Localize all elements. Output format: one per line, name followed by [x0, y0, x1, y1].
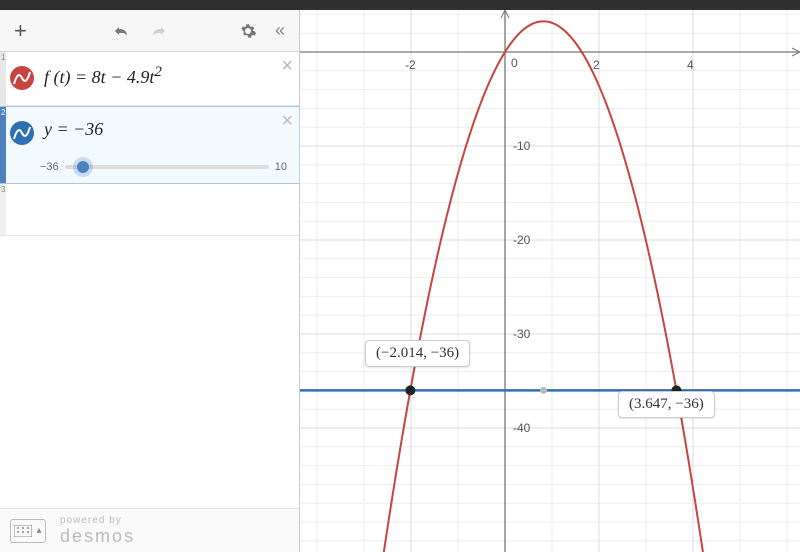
- y-tick-label: -30: [513, 327, 530, 341]
- redo-button[interactable]: [143, 19, 175, 43]
- settings-button[interactable]: [233, 18, 263, 44]
- expression-text[interactable]: f (t) = 8t − 4.9t2: [44, 64, 269, 88]
- y-tick-label: -10: [513, 139, 530, 153]
- expression-row-2[interactable]: 2 y = −36 × −36 10: [0, 106, 299, 184]
- expression-row-1[interactable]: 1 f (t) = 8t − 4.9t2 ×: [0, 52, 299, 106]
- toolbar: + «: [0, 10, 299, 52]
- brand-subtitle: powered by: [60, 515, 135, 526]
- graph-area[interactable]: (−2.014, −36) (3.647, −36) -2 2 4 -10 -20 -30 -…: [300, 10, 800, 552]
- x-tick-label: -2: [405, 58, 416, 72]
- y-tick-label: -40: [513, 421, 530, 435]
- row-index: 2: [1, 108, 5, 117]
- row-index: 1: [1, 53, 5, 62]
- expression-text[interactable]: y = −36: [44, 119, 269, 140]
- origin-label: 0: [511, 56, 518, 70]
- slider-max: 10: [275, 161, 287, 173]
- row-index: 3: [1, 185, 5, 194]
- slider-thumb[interactable]: [77, 161, 89, 173]
- x-tick-label: 4: [687, 58, 694, 72]
- undo-button[interactable]: [105, 19, 137, 43]
- add-expression-button[interactable]: +: [8, 16, 33, 46]
- color-swatch-icon[interactable]: [10, 121, 34, 145]
- point-label: (3.647, −36): [618, 391, 715, 418]
- expression-row-3[interactable]: 3: [0, 184, 299, 236]
- point-label: (−2.014, −36): [365, 340, 470, 367]
- keypad-button[interactable]: ▴: [10, 519, 46, 543]
- collapse-button[interactable]: «: [269, 16, 291, 45]
- delete-row-button[interactable]: ×: [281, 56, 293, 76]
- footer: ▴ powered by desmos: [0, 508, 299, 552]
- delete-row-button[interactable]: ×: [281, 111, 293, 131]
- brand-name: desmos: [60, 526, 135, 547]
- slider-min: −36: [40, 161, 59, 173]
- color-swatch-icon[interactable]: [10, 66, 34, 90]
- brand: powered by desmos: [60, 515, 135, 547]
- y-tick-label: -20: [513, 233, 530, 247]
- slider-track[interactable]: [65, 165, 269, 169]
- slider[interactable]: −36 10: [40, 161, 287, 173]
- x-tick-label: 2: [593, 58, 600, 72]
